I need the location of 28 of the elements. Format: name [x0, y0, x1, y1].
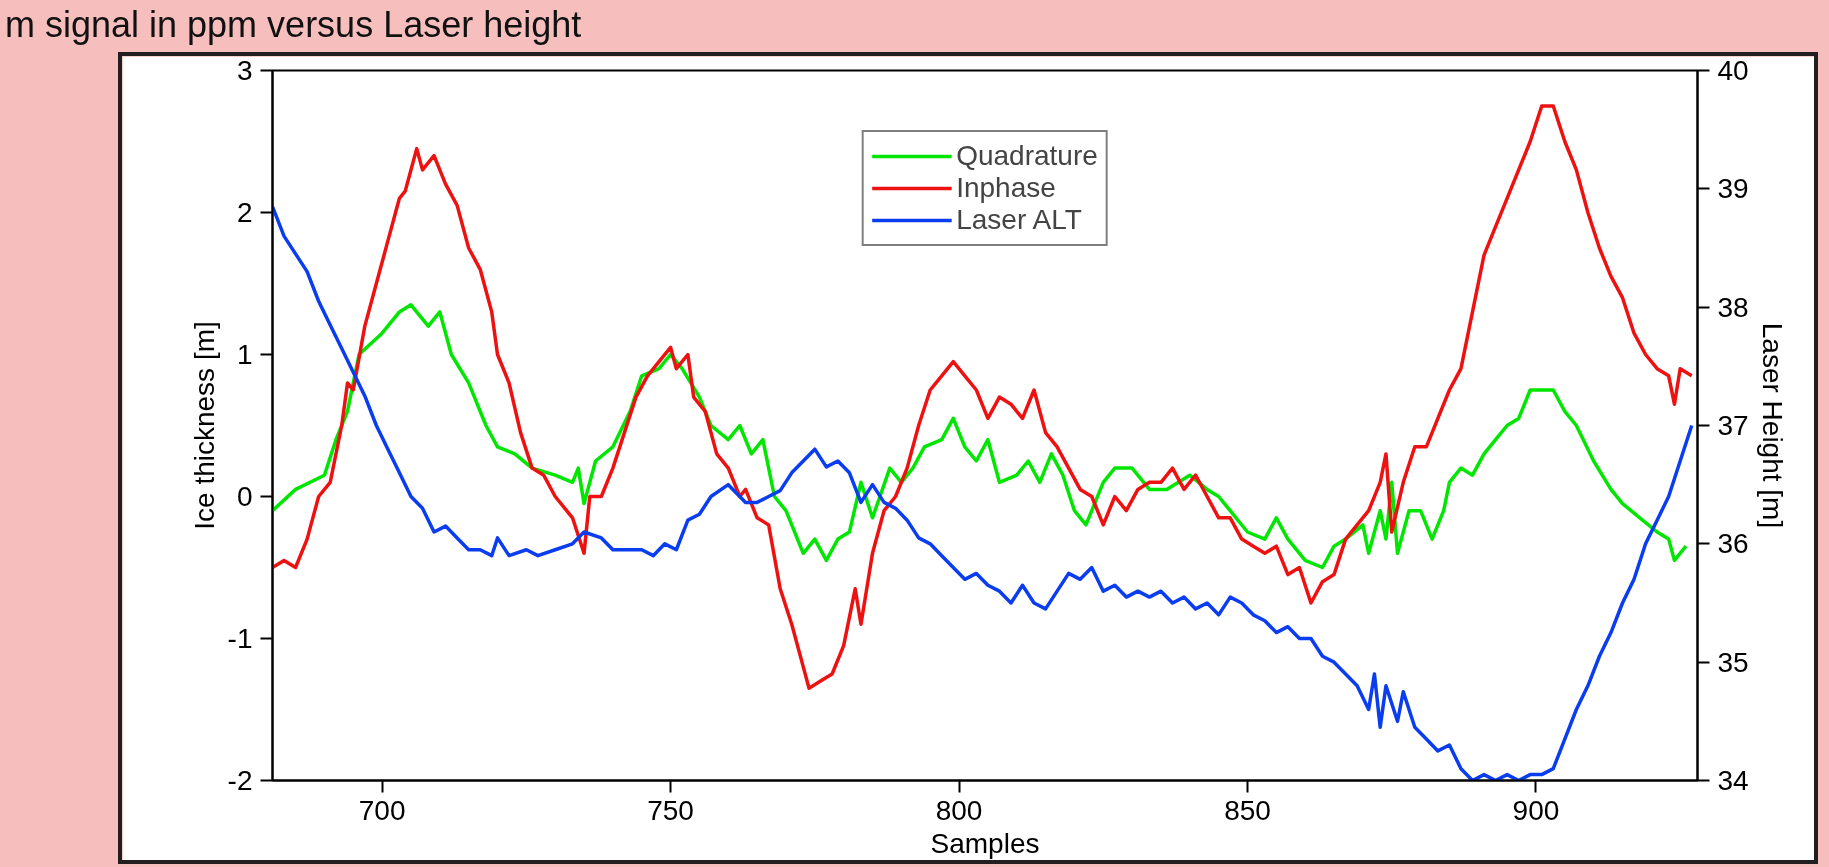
y2-tick-label: 38: [1717, 291, 1749, 323]
x-tick-label: 800: [935, 794, 983, 826]
y-tick-label: -2: [227, 765, 253, 796]
y-tick-label: -1: [227, 623, 253, 654]
x-tick-label: 900: [1512, 794, 1560, 826]
x-tick-label: 750: [647, 794, 694, 826]
x-tick-label: 700: [358, 794, 406, 826]
chart-title: m signal in ppm versus Laser height: [5, 4, 582, 45]
y-tick-label: 3: [236, 55, 253, 86]
y2-tick-label: 34: [1717, 765, 1749, 796]
y2-tick-label: 39: [1717, 173, 1749, 205]
legend-label: Inphase: [956, 172, 1056, 204]
y2-tick-label: 35: [1717, 646, 1749, 678]
x-tick-label: 850: [1224, 794, 1271, 826]
y-axis-title: Ice thickness [m]: [188, 321, 220, 530]
line-series: [272, 303, 1688, 570]
legend-label: Laser ALT: [956, 204, 1082, 236]
y2-axis-title: Laser Height [m]: [1756, 322, 1788, 529]
line-series: [272, 204, 1694, 781]
x-axis-title: Samples: [930, 827, 1040, 859]
y2-tick-label: 40: [1717, 55, 1749, 86]
line-series: [272, 104, 1694, 690]
legend-label: Quadrature: [956, 140, 1098, 172]
y-tick-label: 2: [236, 197, 253, 228]
y-tick-label: 1: [236, 339, 253, 370]
y2-tick-label: 36: [1717, 528, 1749, 560]
y-tick-label: 0: [236, 481, 253, 512]
y2-tick-label: 37: [1717, 410, 1749, 441]
